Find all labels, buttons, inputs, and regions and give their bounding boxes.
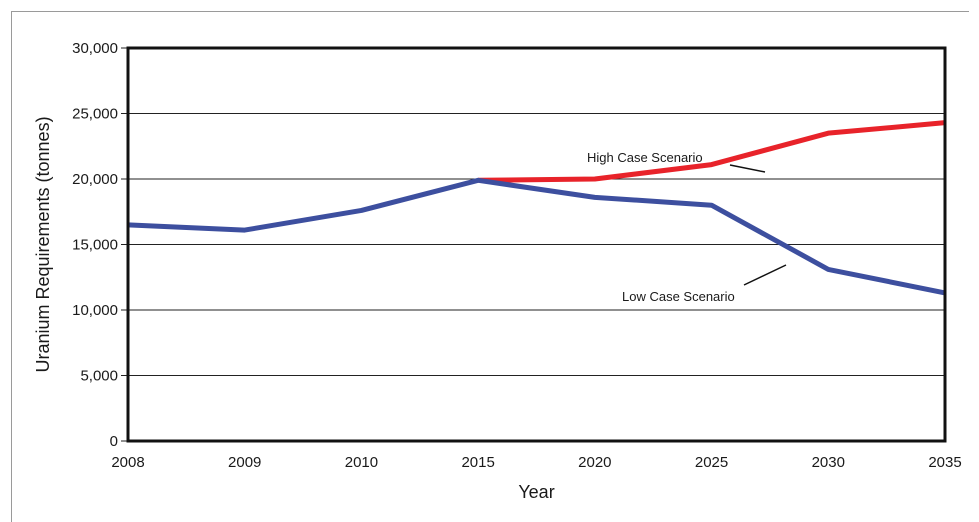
series-annotations: High Case Scenario Low Case Scenario: [587, 150, 787, 304]
x-tick-label: 2035: [928, 454, 961, 471]
x-tick-label: 2030: [812, 454, 845, 471]
plot-area-border: [126, 46, 947, 443]
y-axis-title: Uranium Requirements (tonnes): [33, 116, 53, 372]
high-case-scenario-line: [478, 120, 946, 183]
low-case-label: Low Case Scenario: [622, 289, 735, 304]
x-tick-label: 2020: [578, 454, 611, 471]
y-tick-label: 5,000: [80, 368, 118, 385]
low-case-scenario-line: [127, 177, 946, 296]
x-tick-label: 2025: [695, 454, 728, 471]
x-tick-label: 2008: [111, 454, 144, 471]
high-case-label: High Case Scenario: [587, 150, 703, 165]
y-tick-label: 15,000: [72, 237, 118, 254]
x-tick-label: 2009: [228, 454, 261, 471]
low-case-leader-line: [743, 264, 787, 286]
y-tick-label: 10,000: [72, 302, 118, 319]
x-axis-title: Year: [518, 482, 554, 502]
x-tick-label: 2010: [345, 454, 378, 471]
high-case-leader-line: [729, 164, 766, 173]
series-lines: [127, 120, 946, 296]
y-tick-label: 0: [110, 433, 118, 450]
figure-frame: [11, 11, 969, 522]
y-tick-label: 20,000: [72, 171, 118, 188]
x-axis-ticks: 2008 2009 2010 2015 2020 2025 2030 2035: [111, 454, 961, 471]
y-axis-ticks: 0 5,000 10,000 15,000 20,000 25,000 30,000: [72, 40, 128, 450]
grid-lines: [128, 47, 945, 376]
x-tick-label: 2015: [461, 454, 494, 471]
y-tick-label: 30,000: [72, 40, 118, 57]
y-tick-label: 25,000: [72, 106, 118, 123]
